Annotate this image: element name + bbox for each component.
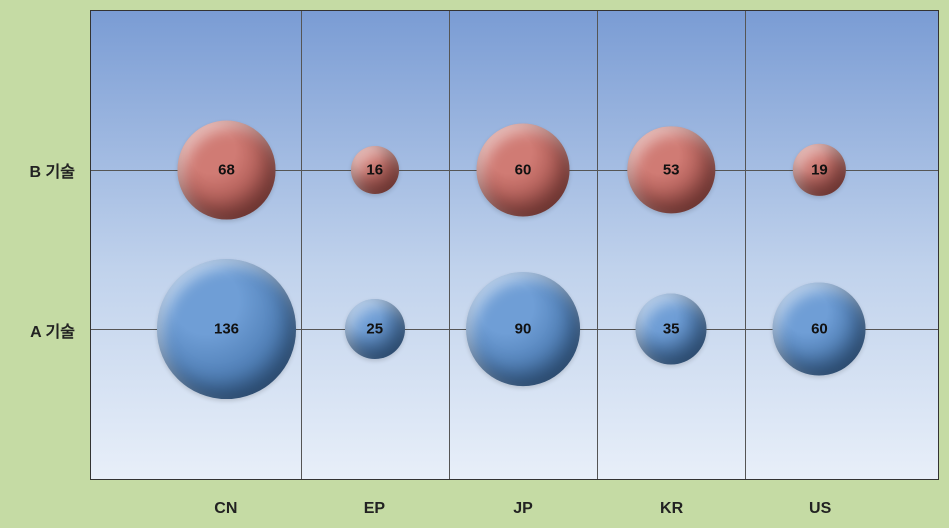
bubble-value: 53 [663,162,680,179]
y-axis-label: B 기술 [0,158,85,182]
bubble-value: 35 [663,321,680,338]
bubble-value: 19 [811,162,828,179]
grid-vertical [745,11,746,479]
bubble-value: 25 [366,321,383,338]
bubble-value: 68 [218,162,235,179]
x-axis-label: KR [660,500,683,518]
x-axis-label: EP [364,500,385,518]
chart-container: 136 25 90 35 60 68 16 60 53 19 B 기술 A 기술 CN EP JP KR U… [0,0,949,528]
bubble-value: 60 [515,162,532,179]
grid-vertical [301,11,302,479]
bubble-value: 60 [811,321,828,338]
bubble-value: 90 [515,321,532,338]
bubble-value: 16 [366,162,383,179]
x-axis-label: US [809,500,831,518]
x-axis-label: JP [513,500,533,518]
grid-vertical [597,11,598,479]
x-axis-label: CN [214,500,237,518]
plot-area: 136 25 90 35 60 68 16 60 53 19 [90,10,939,480]
bubble-value: 136 [214,321,239,338]
y-axis-label: A 기술 [0,318,85,342]
grid-vertical [449,11,450,479]
